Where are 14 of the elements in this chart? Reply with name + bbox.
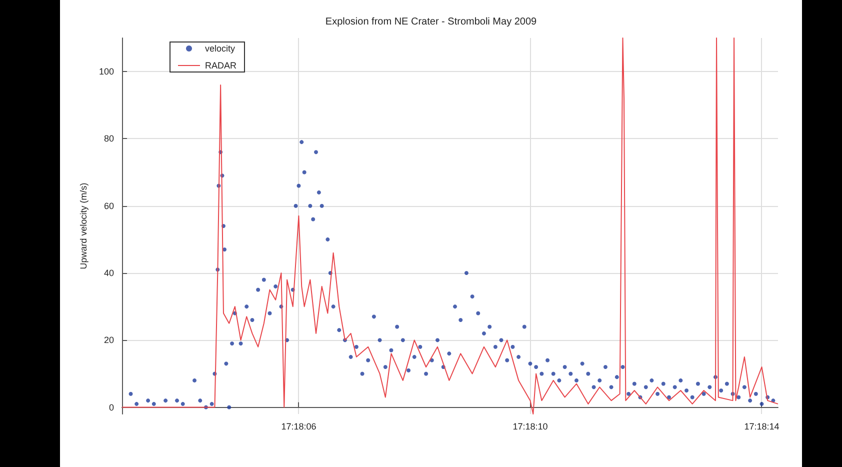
y-tick-label: 60 <box>104 200 114 211</box>
x-tick-label: 17:18:06 <box>281 422 316 432</box>
y-tick-label: 40 <box>104 268 114 278</box>
legend-label: RADAR <box>205 60 238 70</box>
x-tick-label: 17:18:14 <box>744 422 780 432</box>
x-tick-label: 17:18:10 <box>512 422 548 432</box>
y-tick-label: 20 <box>104 335 114 346</box>
y-tick-label: 80 <box>104 134 114 144</box>
y-tick-label: 0 <box>108 402 114 412</box>
line-series <box>122 38 778 414</box>
chart-title: Explosion from NE Crater - Stromboli May 2009 <box>325 16 538 28</box>
y-tick-label: 100 <box>98 66 114 77</box>
legend-label: velocity <box>205 44 236 54</box>
y-axis-title: Upward velocity (m/s) <box>78 182 88 270</box>
